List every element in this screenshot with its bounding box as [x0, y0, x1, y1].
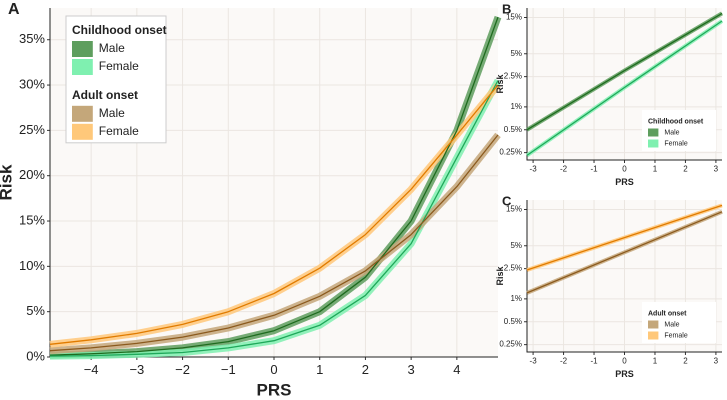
legend-label: Male [99, 41, 125, 55]
legend-title: Childhood onset [72, 23, 167, 37]
x-tick-label: −2 [175, 362, 190, 377]
axis-line [526, 8, 722, 161]
y-tick-label: 0.5% [504, 317, 522, 326]
y-tick-label: 1% [510, 294, 522, 303]
x-axis-label: PRS [615, 177, 634, 187]
legend-swatch [72, 59, 93, 75]
x-tick-label: 0 [622, 164, 627, 173]
y-tick-label: 15% [506, 13, 522, 22]
y-tick-label: 2.5% [504, 72, 522, 81]
y-tick-label: 25% [19, 122, 45, 137]
y-tick-label: 5% [26, 303, 45, 318]
legend-swatch [72, 105, 93, 122]
y-tick-label: 10% [19, 258, 45, 273]
legend-label: Male [99, 106, 125, 120]
legend-title: Adult onset [72, 88, 138, 102]
x-tick-label: −4 [84, 362, 99, 377]
x-tick-label: −3 [129, 362, 144, 377]
axis-line [49, 8, 498, 358]
risk-line [526, 20, 723, 156]
legend-swatch [648, 128, 659, 137]
x-tick-label: 0 [270, 362, 277, 377]
y-tick-label: 15% [506, 205, 522, 214]
risk-line [526, 204, 723, 271]
x-tick-label: 3 [714, 164, 719, 173]
x-tick-label: 1 [316, 362, 323, 377]
x-tick-label: -3 [530, 356, 538, 365]
legend-title: Adult onset [648, 310, 687, 317]
risk-line [526, 12, 723, 131]
y-tick-label: 35% [19, 31, 45, 46]
x-tick-label: 2 [362, 362, 369, 377]
x-tick-label: 1 [653, 164, 658, 173]
legend-swatch [648, 320, 659, 329]
risk-line [49, 80, 499, 357]
x-tick-label: -1 [590, 164, 598, 173]
y-axis-label: Risk [0, 164, 16, 200]
y-tick-label: 5% [510, 241, 522, 250]
panel-label: B [502, 1, 511, 16]
y-tick-label: 0.25% [499, 340, 522, 349]
legend-swatch [648, 139, 659, 148]
x-tick-label: 0 [622, 356, 627, 365]
x-tick-label: 2 [683, 164, 688, 173]
legend-label: Male [664, 321, 679, 328]
legend-label: Female [664, 140, 687, 147]
y-tick-label: 0% [26, 348, 45, 363]
x-tick-label: 3 [714, 356, 719, 365]
legend-swatch [72, 41, 93, 57]
legend-label: Female [99, 59, 139, 73]
legend-swatch [648, 331, 659, 340]
legend-label: Male [664, 129, 679, 136]
panel-label: A [8, 1, 20, 18]
y-tick-label: 15% [19, 212, 45, 227]
risk-line [49, 84, 499, 345]
risk-line [49, 134, 499, 352]
x-axis-label: PRS [257, 380, 292, 399]
legend-label: Female [664, 332, 687, 339]
legend-swatch [72, 123, 93, 140]
legend-title: Childhood onset [648, 118, 704, 125]
panel-label: C [502, 193, 512, 208]
x-tick-label: -3 [530, 164, 538, 173]
x-tick-label: 2 [683, 356, 688, 365]
x-tick-label: 3 [408, 362, 415, 377]
y-tick-label: 5% [510, 49, 522, 58]
y-tick-label: 0.5% [504, 125, 522, 134]
x-tick-label: -2 [560, 356, 568, 365]
x-tick-label: −1 [221, 362, 236, 377]
x-tick-label: -2 [560, 164, 568, 173]
x-tick-label: -1 [590, 356, 598, 365]
risk-line [49, 16, 499, 356]
x-tick-label: 1 [653, 356, 658, 365]
y-tick-label: 30% [19, 76, 45, 91]
y-tick-label: 1% [510, 102, 522, 111]
y-axis-label: Risk [495, 74, 505, 94]
risk-line [526, 211, 723, 294]
axis-line [526, 200, 722, 353]
legend-label: Female [99, 124, 139, 138]
y-tick-label: 20% [19, 167, 45, 182]
x-tick-label: 4 [453, 362, 460, 377]
x-axis-label: PRS [615, 369, 634, 379]
y-axis-label: Risk [495, 266, 505, 286]
y-tick-label: 0.25% [499, 148, 522, 157]
y-tick-label: 2.5% [504, 264, 522, 273]
